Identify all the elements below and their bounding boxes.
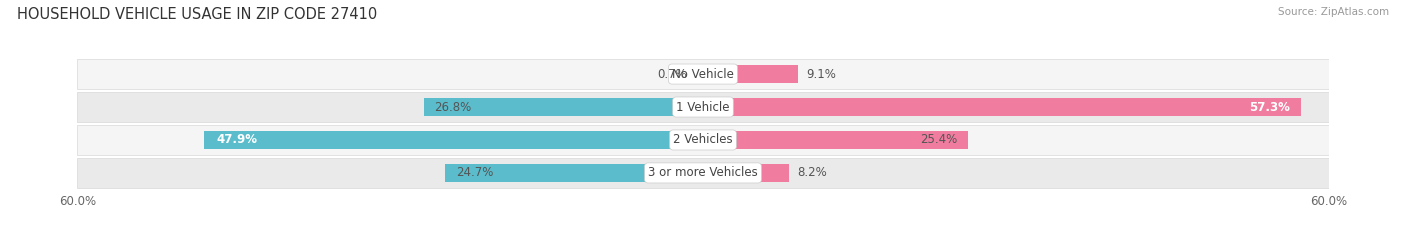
Text: 9.1%: 9.1% — [806, 68, 837, 81]
Bar — [703, 65, 797, 83]
Text: 26.8%: 26.8% — [434, 100, 471, 113]
Bar — [703, 98, 1301, 116]
Text: 1 Vehicle: 1 Vehicle — [676, 100, 730, 113]
Bar — [204, 131, 703, 149]
Text: 0.7%: 0.7% — [658, 68, 688, 81]
Bar — [696, 65, 703, 83]
Bar — [77, 125, 1329, 155]
Text: 57.3%: 57.3% — [1249, 100, 1291, 113]
Text: 25.4%: 25.4% — [920, 134, 957, 147]
Text: Source: ZipAtlas.com: Source: ZipAtlas.com — [1278, 7, 1389, 17]
Text: No Vehicle: No Vehicle — [672, 68, 734, 81]
Bar — [77, 158, 1329, 188]
Bar — [77, 92, 1329, 122]
Text: 8.2%: 8.2% — [797, 166, 827, 179]
Bar — [423, 98, 703, 116]
Text: 2 Vehicles: 2 Vehicles — [673, 134, 733, 147]
Bar — [77, 59, 1329, 89]
Bar — [446, 164, 703, 182]
Bar — [703, 131, 967, 149]
Text: HOUSEHOLD VEHICLE USAGE IN ZIP CODE 27410: HOUSEHOLD VEHICLE USAGE IN ZIP CODE 2741… — [17, 7, 377, 22]
Bar — [703, 164, 789, 182]
Text: 24.7%: 24.7% — [456, 166, 494, 179]
Text: 47.9%: 47.9% — [217, 134, 257, 147]
Text: 3 or more Vehicles: 3 or more Vehicles — [648, 166, 758, 179]
